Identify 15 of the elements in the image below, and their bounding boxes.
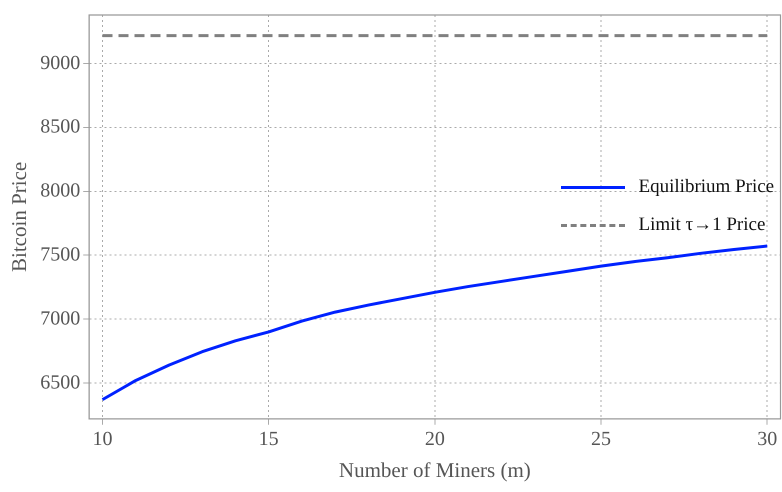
- legend-label: Limit τ→1 Price: [638, 214, 766, 236]
- x-tick-label: 20: [424, 428, 445, 450]
- y-tick-label: 6500: [40, 371, 80, 394]
- y-tick-label: 7000: [40, 307, 80, 330]
- y-tick-label: 9000: [40, 52, 80, 74]
- y-tick-label: 8000: [40, 180, 80, 202]
- y-axis-title: Bitcoin Price: [7, 162, 32, 272]
- x-axis-title: Number of Miners (m): [338, 458, 531, 482]
- x-tick-label: 10: [92, 428, 112, 450]
- legend-label: Equilibrium Price: [638, 176, 774, 198]
- x-tick-label: 25: [591, 428, 612, 450]
- x-tick-label: 15: [258, 428, 279, 450]
- x-tick-label: 30: [757, 428, 778, 450]
- y-tick-label: 7500: [40, 243, 80, 266]
- y-tick-label: 8500: [40, 116, 80, 138]
